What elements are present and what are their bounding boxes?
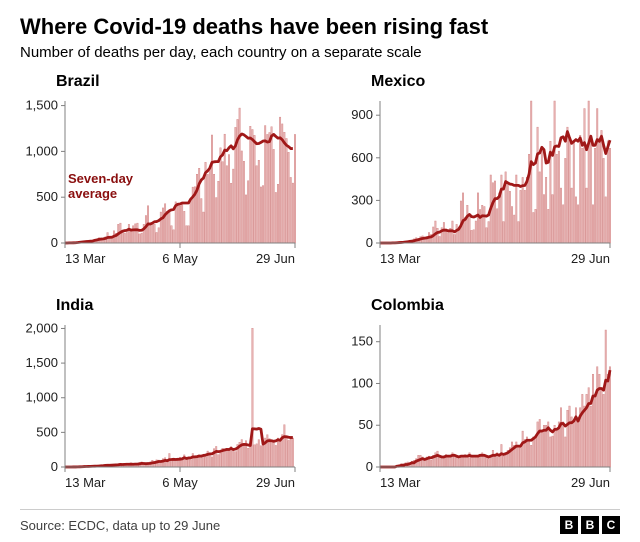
panel-title: Colombia	[371, 297, 620, 315]
svg-text:29 Jun: 29 Jun	[256, 251, 295, 266]
svg-text:500: 500	[36, 189, 58, 204]
panel-mexico: Mexico 0 300 600 900 13 Mar 29 Jun	[335, 73, 620, 273]
panel-india: India 0 500 1,000 1,500 2,000 13 Mar 6 May 29 Ju…	[20, 297, 305, 497]
svg-text:900: 900	[351, 107, 373, 122]
bbc-logo: BBC	[560, 516, 620, 534]
annotation-text: Seven-day	[68, 171, 134, 186]
svg-text:300: 300	[351, 192, 373, 207]
panel-title: Brazil	[56, 73, 305, 91]
chart-footer: Source: ECDC, data up to 29 June BBC	[20, 509, 620, 534]
svg-text:0: 0	[366, 459, 373, 474]
svg-text:0: 0	[366, 235, 373, 250]
panel-title: Mexico	[371, 73, 620, 91]
svg-text:500: 500	[36, 424, 58, 439]
panel-chart: 0 500 1,000 1,500 2,000 13 Mar 6 May 29 Jun	[20, 317, 300, 497]
svg-text:13 Mar: 13 Mar	[380, 475, 421, 490]
svg-text:1,000: 1,000	[25, 143, 58, 158]
svg-text:150: 150	[351, 334, 373, 349]
panel-chart: 0 50 100 150 13 Mar 29 Jun	[335, 317, 615, 497]
chart-title: Where Covid-19 deaths have been rising f…	[20, 14, 620, 40]
svg-text:0: 0	[51, 459, 58, 474]
svg-text:6 May: 6 May	[162, 251, 198, 266]
panel-brazil: Brazil 0 500 1,000 1,500 13 Mar 6 May 29 Jun Sev…	[20, 73, 305, 273]
svg-text:100: 100	[351, 375, 373, 390]
panel-chart: 0 300 600 900 13 Mar 29 Jun	[335, 93, 615, 273]
panels-grid: Brazil05001,0001,50013 Mar6 May29 JunSev…	[20, 73, 620, 497]
svg-text:600: 600	[351, 150, 373, 165]
annotation-text: average	[68, 186, 117, 201]
svg-text:50: 50	[359, 417, 373, 432]
svg-text:29 Jun: 29 Jun	[571, 251, 610, 266]
svg-text:1,000: 1,000	[25, 390, 58, 405]
svg-text:1,500: 1,500	[25, 98, 58, 113]
svg-text:13 Mar: 13 Mar	[65, 251, 106, 266]
chart-subtitle: Number of deaths per day, each country o…	[20, 44, 620, 61]
panel-chart: 0 500 1,000 1,500 13 Mar 6 May 29 Jun Seven-day…	[20, 93, 300, 273]
svg-text:1,500: 1,500	[25, 355, 58, 370]
svg-text:0: 0	[51, 235, 58, 250]
svg-text:29 Jun: 29 Jun	[256, 475, 295, 490]
bbc-logo-letter: B	[560, 516, 578, 534]
svg-text:29 Jun: 29 Jun	[571, 475, 610, 490]
bbc-logo-letter: C	[602, 516, 620, 534]
svg-text:13 Mar: 13 Mar	[65, 475, 106, 490]
svg-text:2,000: 2,000	[25, 320, 58, 335]
svg-text:13 Mar: 13 Mar	[380, 251, 421, 266]
svg-text:6 May: 6 May	[162, 475, 198, 490]
source-text: Source: ECDC, data up to 29 June	[20, 518, 220, 533]
chart-container: Where Covid-19 deaths have been rising f…	[0, 0, 640, 542]
bbc-logo-letter: B	[581, 516, 599, 534]
panel-colombia: Colombia 0 50 100 150 13 Mar 29 Jun	[335, 297, 620, 497]
panel-title: India	[56, 297, 305, 315]
